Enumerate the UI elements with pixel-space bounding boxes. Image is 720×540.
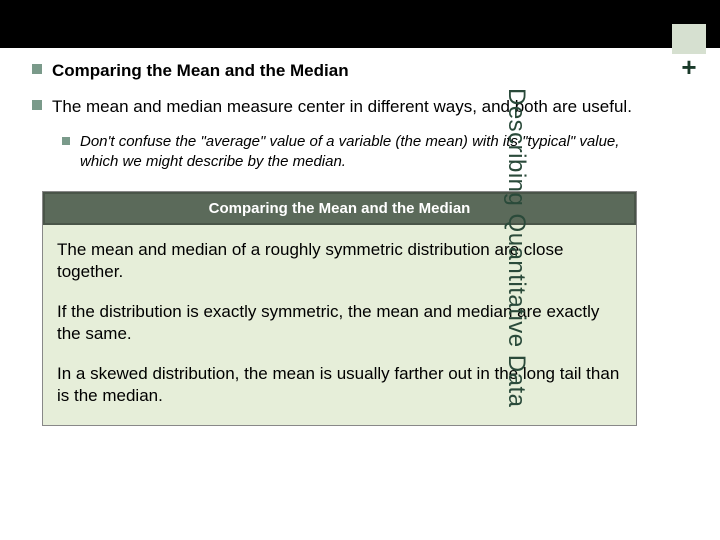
panel-p3: In a skewed distribution, the mean is us… (57, 363, 622, 407)
side-accent-block (672, 24, 706, 54)
side-label-wrap: + Describing Quantitative Data (664, 24, 720, 524)
bullet-1: Comparing the Mean and the Median (32, 60, 640, 82)
panel-body: The mean and median of a roughly symmetr… (43, 225, 636, 426)
content-area: Comparing the Mean and the Median The me… (0, 48, 660, 438)
chapter-side-label: Describing Quantitative Data (502, 88, 530, 428)
plus-icon: + (672, 54, 706, 80)
sub-bullet-1: Don't confuse the "average" value of a v… (62, 132, 640, 173)
bullet-square-icon (62, 137, 70, 145)
bullet-square-icon (32, 100, 42, 110)
bullet-2-text: The mean and median measure center in di… (52, 96, 632, 118)
info-panel: Comparing the Mean and the Median The me… (42, 191, 637, 427)
bullet-square-icon (32, 64, 42, 74)
panel-header: Comparing the Mean and the Median (43, 192, 636, 225)
bullet-2: The mean and median measure center in di… (32, 96, 640, 118)
sub-bullet-1-text: Don't confuse the "average" value of a v… (80, 132, 640, 173)
panel-p2: If the distribution is exactly symmetric… (57, 301, 622, 345)
bullet-1-text: Comparing the Mean and the Median (52, 60, 349, 82)
top-black-bar (0, 0, 720, 48)
panel-p1: The mean and median of a roughly symmetr… (57, 239, 622, 283)
